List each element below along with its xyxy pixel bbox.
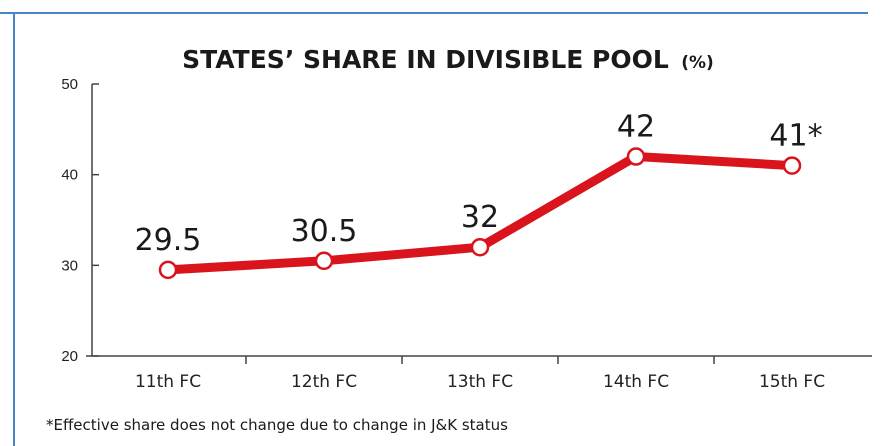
x-tick-label: 11th FC [135,372,201,392]
x-tick-label: 15th FC [759,372,825,392]
data-point-marker [626,147,646,166]
data-point-marker [470,237,490,257]
x-tick-label: 12th FC [291,372,357,392]
y-tick-label: 50 [61,76,78,93]
y-axis-ticks: 20 30 40 50 [61,76,99,365]
footnote: *Effective share does not change due to … [46,416,508,434]
chart-title: STATES’ SHARE IN DIVISIBLE POOL (%) [182,45,714,74]
data-point-marker [782,156,802,175]
x-tick-label: 14th FC [603,372,669,392]
x-axis-ticks: 11th FC 12th FC 13th FC 14th FC 15th FC [135,356,825,392]
y-tick-label: 20 [61,348,78,365]
chart-title-main: STATES’ SHARE IN DIVISIBLE POOL [182,45,669,74]
data-labels: 29.5 30.5 32 42 41* [135,110,823,258]
y-tick-label: 40 [61,167,78,184]
data-point-marker [314,251,334,271]
data-label: 30.5 [291,214,358,249]
chart-title-unit: (%) [681,53,714,73]
data-label: 29.5 [135,223,202,258]
data-point-marker [158,260,178,280]
series-markers [158,147,802,280]
data-label: 42 [617,110,655,145]
data-label: 32 [461,200,499,235]
y-tick-label: 30 [61,257,78,274]
data-label: 41* [769,119,822,154]
x-tick-label: 13th FC [447,372,513,392]
